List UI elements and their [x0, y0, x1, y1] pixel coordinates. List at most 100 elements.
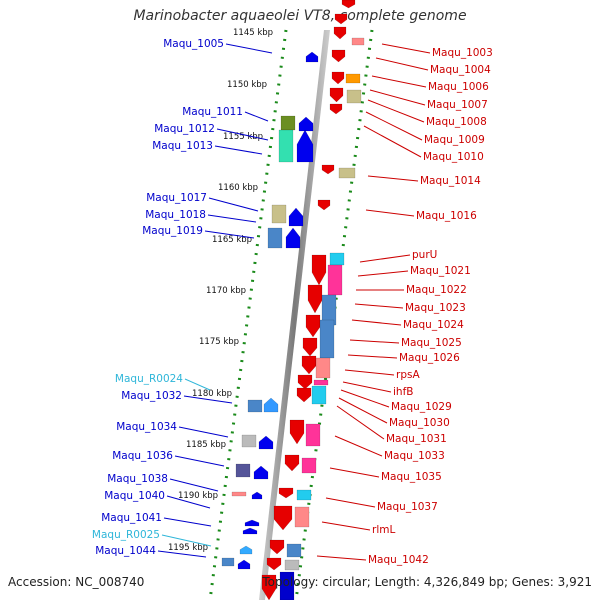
gene-feature[interactable]: [319, 319, 335, 359]
gene-feature[interactable]: [298, 116, 314, 132]
right-gene-label[interactable]: Maqu_1035: [381, 471, 442, 483]
right-gene-label[interactable]: Maqu_1031: [386, 433, 447, 445]
right-gene-label[interactable]: Maqu_1024: [403, 319, 464, 331]
gene-feature[interactable]: [341, 0, 356, 9]
gene-feature[interactable]: [294, 506, 310, 528]
gene-feature[interactable]: [231, 491, 247, 497]
right-gene-label[interactable]: Maqu_1022: [406, 284, 467, 296]
gene-feature[interactable]: [321, 294, 337, 326]
right-gene-label[interactable]: Maqu_1030: [389, 417, 450, 429]
right-gene-label[interactable]: Maqu_1023: [405, 302, 466, 314]
left-gene-label[interactable]: Maqu_R0025: [92, 529, 160, 541]
right-gene-label[interactable]: Maqu_1025: [401, 337, 462, 349]
gene-feature[interactable]: [305, 51, 319, 63]
gene-feature[interactable]: [345, 73, 361, 84]
right-gene-label[interactable]: rpsA: [396, 369, 420, 381]
gene-feature[interactable]: [338, 167, 356, 179]
gene-feature[interactable]: [263, 397, 279, 413]
right-gene-label[interactable]: Maqu_1033: [384, 450, 445, 462]
gene-feature[interactable]: [296, 489, 312, 501]
right-gene-label[interactable]: Maqu_1021: [410, 265, 471, 277]
left-gene-label[interactable]: Maqu_1019: [142, 225, 203, 237]
gene-feature[interactable]: [301, 355, 317, 375]
right-gene-label[interactable]: rlmL: [372, 524, 395, 536]
gene-feature[interactable]: [334, 13, 348, 25]
gene-feature[interactable]: [284, 559, 300, 571]
gene-feature[interactable]: [271, 204, 287, 224]
gene-feature[interactable]: [305, 314, 321, 338]
gene-feature[interactable]: [251, 491, 263, 500]
right-gene-label[interactable]: Maqu_1006: [428, 81, 489, 93]
gene-feature[interactable]: [221, 557, 235, 567]
gene-feature[interactable]: [284, 454, 300, 472]
right-gene-label[interactable]: Maqu_1014: [420, 175, 481, 187]
right-gene-label[interactable]: Maqu_1026: [399, 352, 460, 364]
right-gene-label[interactable]: ihfB: [393, 386, 413, 398]
gene-feature[interactable]: [331, 71, 345, 85]
right-gene-label[interactable]: purU: [412, 249, 437, 261]
gene-feature[interactable]: [305, 423, 321, 447]
gene-feature[interactable]: [327, 264, 343, 296]
gene-feature[interactable]: [296, 387, 312, 403]
right-gene-label[interactable]: Maqu_1042: [368, 554, 429, 566]
left-gene-label[interactable]: Maqu_1040: [104, 490, 165, 502]
gene-feature[interactable]: [278, 487, 294, 499]
gene-feature[interactable]: [311, 254, 327, 286]
left-gene-label[interactable]: Maqu_1018: [145, 209, 206, 221]
gene-feature[interactable]: [235, 463, 251, 478]
left-gene-label[interactable]: Maqu_1013: [152, 140, 213, 152]
right-gene-label[interactable]: Maqu_1016: [416, 210, 477, 222]
right-gene-label[interactable]: Maqu_1007: [427, 99, 488, 111]
left-gene-label[interactable]: Maqu_1011: [182, 106, 243, 118]
left-gene-label[interactable]: Maqu_1005: [163, 38, 224, 50]
gene-feature[interactable]: [239, 545, 253, 555]
gene-feature[interactable]: [244, 519, 260, 527]
gene-feature[interactable]: [296, 129, 314, 163]
gene-feature[interactable]: [297, 374, 313, 390]
left-gene-label[interactable]: Maqu_1041: [101, 512, 162, 524]
left-gene-label[interactable]: Maqu_1038: [107, 473, 168, 485]
gene-feature[interactable]: [311, 385, 327, 405]
right-gene-label[interactable]: Maqu_1029: [391, 401, 452, 413]
right-gene-label[interactable]: Maqu_1009: [424, 134, 485, 146]
gene-feature[interactable]: [329, 87, 344, 103]
gene-feature[interactable]: [261, 574, 277, 600]
gene-feature[interactable]: [313, 379, 329, 386]
right-gene-label[interactable]: Maqu_1010: [423, 151, 484, 163]
gene-feature[interactable]: [307, 284, 323, 314]
gene-feature[interactable]: [279, 571, 295, 600]
gene-feature[interactable]: [333, 26, 347, 40]
gene-feature[interactable]: [267, 227, 283, 249]
gene-feature[interactable]: [273, 505, 293, 531]
gene-feature[interactable]: [346, 89, 362, 104]
gene-feature[interactable]: [258, 435, 274, 450]
gene-feature[interactable]: [288, 207, 304, 227]
gene-feature[interactable]: [331, 49, 346, 63]
right-gene-label[interactable]: Maqu_1004: [430, 64, 491, 76]
left-gene-label[interactable]: Maqu_R0024: [115, 373, 183, 385]
gene-feature[interactable]: [247, 399, 263, 413]
gene-feature[interactable]: [321, 164, 335, 175]
gene-feature[interactable]: [315, 357, 331, 379]
gene-feature[interactable]: [329, 252, 345, 266]
left-gene-label[interactable]: Maqu_1036: [112, 450, 173, 462]
gene-feature[interactable]: [302, 337, 318, 357]
left-gene-label[interactable]: Maqu_1012: [154, 123, 215, 135]
gene-feature[interactable]: [301, 457, 317, 474]
gene-feature[interactable]: [289, 419, 305, 445]
gene-feature[interactable]: [286, 543, 302, 558]
gene-feature[interactable]: [269, 539, 285, 555]
right-gene-label[interactable]: Maqu_1037: [377, 501, 438, 513]
gene-feature[interactable]: [280, 115, 296, 131]
right-gene-label[interactable]: Maqu_1003: [432, 47, 493, 59]
gene-feature[interactable]: [253, 465, 269, 480]
right-gene-label[interactable]: Maqu_1008: [426, 116, 487, 128]
gene-feature[interactable]: [278, 129, 294, 163]
gene-feature[interactable]: [241, 434, 257, 448]
gene-feature[interactable]: [242, 527, 258, 535]
gene-feature[interactable]: [285, 227, 301, 249]
left-gene-label[interactable]: Maqu_1044: [95, 545, 156, 557]
gene-feature[interactable]: [351, 37, 365, 46]
left-gene-label[interactable]: Maqu_1017: [146, 192, 207, 204]
left-gene-label[interactable]: Maqu_1034: [116, 421, 177, 433]
